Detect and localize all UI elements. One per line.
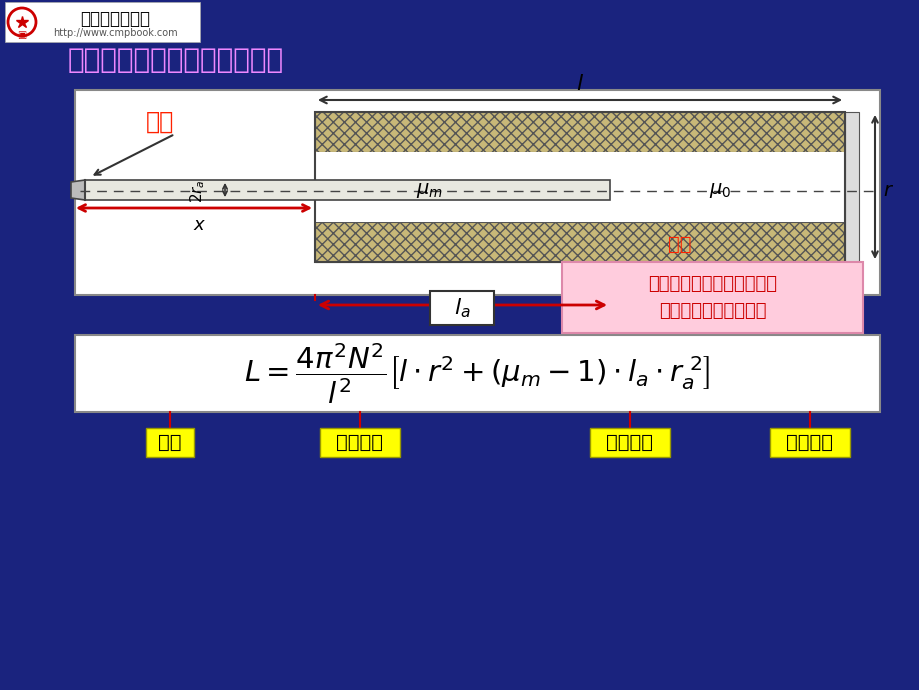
Text: 线圈: 线圈 — [667, 235, 691, 253]
Bar — [75, 335, 879, 412]
FancyBboxPatch shape — [146, 428, 194, 457]
Bar — [75, 90, 879, 295]
Text: $r$: $r$ — [882, 181, 893, 201]
FancyBboxPatch shape — [589, 428, 669, 457]
Text: $\mu_m$: $\mu_m$ — [416, 181, 443, 199]
Text: $\mu_0$: $\mu_0$ — [708, 181, 731, 199]
Bar — [5, 2, 199, 42]
Text: 衔铁半径: 衔铁半径 — [786, 433, 833, 452]
Text: 衔铁: 衔铁 — [146, 110, 174, 134]
Text: $L = \dfrac{4\pi^2 N^2}{l^2}\left[l \cdot r^2 + (\mu_m - 1) \cdot l_a \cdot r_a^: $L = \dfrac{4\pi^2 N^2}{l^2}\left[l \cdo… — [244, 341, 709, 406]
FancyBboxPatch shape — [562, 262, 862, 333]
Text: 插入长度: 插入长度 — [606, 433, 652, 452]
Text: http://www.cmpbook.com: http://www.cmpbook.com — [52, 28, 177, 38]
Bar — [314, 112, 844, 262]
Bar — [85, 180, 609, 200]
Text: $l$: $l$ — [575, 74, 584, 94]
FancyBboxPatch shape — [320, 428, 400, 457]
Text: 线圈半径: 线圈半径 — [336, 433, 383, 452]
Bar — [314, 152, 844, 222]
Text: 机械工业出版社: 机械工业出版社 — [80, 10, 150, 28]
Text: $l_a$: $l_a$ — [454, 296, 471, 319]
Text: 特点：灵敏稍差、线性好、
量程大、易批量生产。: 特点：灵敏稍差、线性好、 量程大、易批量生产。 — [647, 275, 777, 319]
FancyBboxPatch shape — [769, 428, 849, 457]
Text: 总长: 总长 — [158, 433, 182, 452]
Text: ▣: ▣ — [17, 30, 27, 40]
Text: $x$: $x$ — [193, 216, 207, 234]
Bar — [314, 112, 844, 152]
FancyBboxPatch shape — [430, 291, 494, 325]
Bar — [844, 112, 858, 262]
Polygon shape — [71, 180, 85, 200]
Text: $2r_a$: $2r_a$ — [188, 179, 207, 203]
Text: （三）螺线管型电感式传感器: （三）螺线管型电感式传感器 — [68, 46, 284, 74]
Bar — [314, 222, 844, 262]
